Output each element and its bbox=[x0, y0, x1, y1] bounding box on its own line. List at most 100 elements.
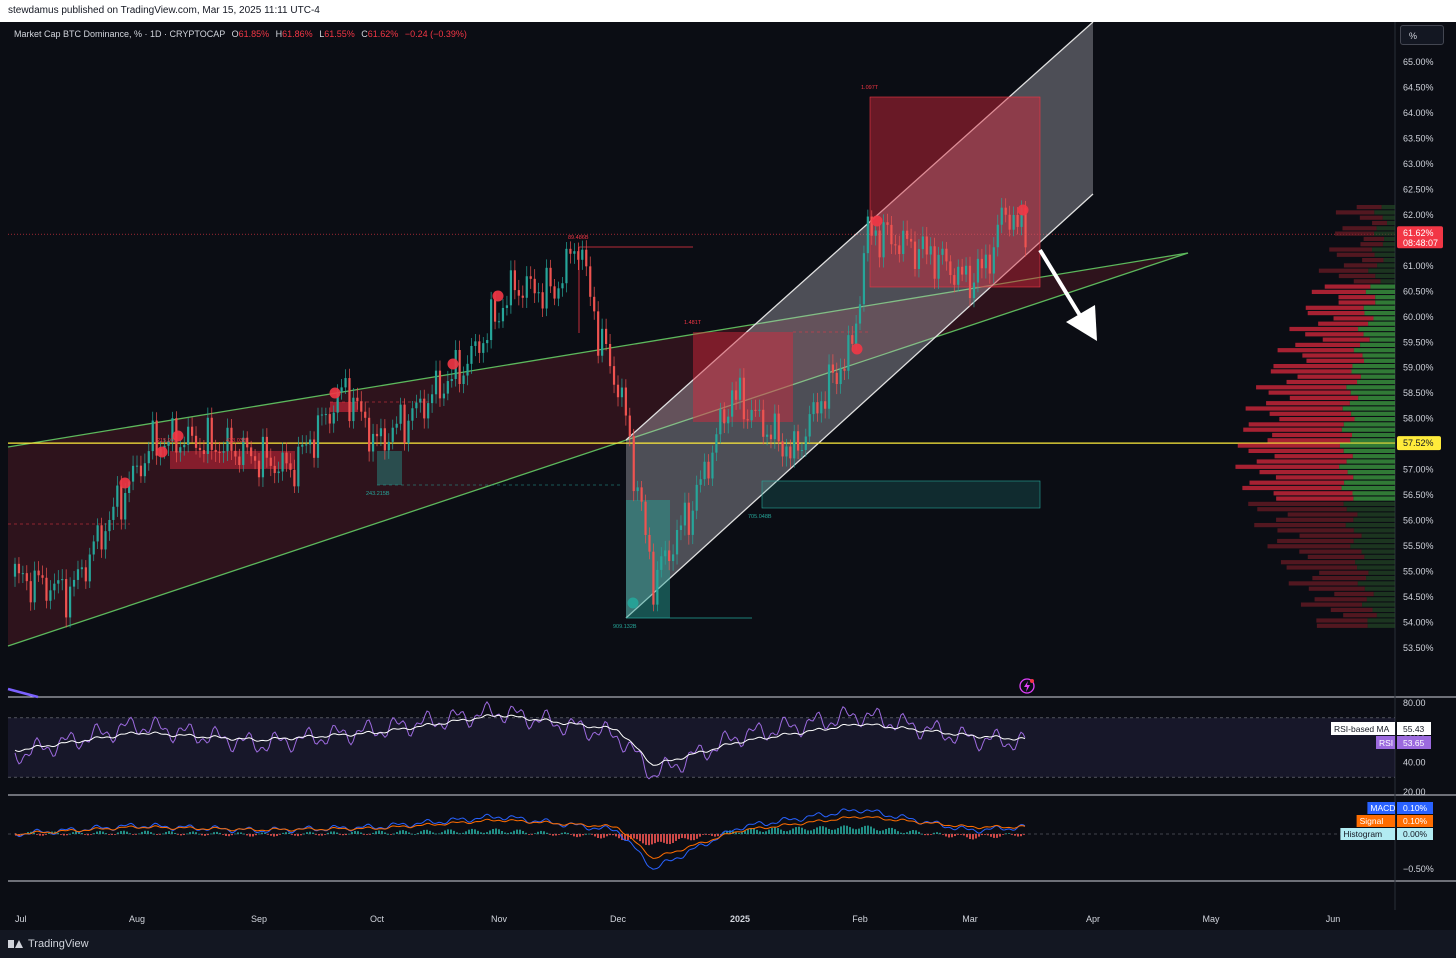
macd-histogram-bar bbox=[138, 833, 140, 835]
candle-body bbox=[1008, 214, 1011, 230]
footer-brand[interactable]: TradingView bbox=[28, 938, 89, 950]
candle-body bbox=[131, 465, 135, 482]
macd-histogram-bar bbox=[291, 834, 293, 835]
candle-body bbox=[557, 288, 560, 299]
macd-histogram-bar bbox=[912, 830, 914, 834]
macd-histogram-bar bbox=[888, 827, 890, 834]
candle-body bbox=[941, 248, 944, 255]
candle-body bbox=[171, 418, 174, 442]
macd-histogram-bar bbox=[705, 834, 707, 835]
candle-body bbox=[202, 450, 206, 454]
macd-histogram-bar bbox=[159, 834, 161, 835]
volume-profile-buy bbox=[1341, 427, 1395, 432]
candle-body bbox=[53, 583, 56, 591]
price-tick-label: 60.00% bbox=[1403, 312, 1434, 322]
candle-body bbox=[84, 567, 87, 582]
candle-body bbox=[293, 469, 296, 487]
candle-body bbox=[493, 299, 497, 322]
macd-histogram-bar bbox=[369, 834, 371, 835]
macd-histogram-bar bbox=[75, 831, 77, 834]
candle-body bbox=[112, 506, 115, 520]
channel-lower-line bbox=[625, 193, 1094, 619]
macd-histogram-bar bbox=[480, 832, 482, 834]
candle-body bbox=[565, 248, 568, 284]
macd-histogram-bar bbox=[336, 832, 338, 834]
candle-body bbox=[804, 436, 807, 450]
candle-body bbox=[187, 426, 190, 445]
candle-body bbox=[878, 230, 881, 258]
macd-histogram-bar bbox=[171, 831, 173, 834]
macd-histogram-bar bbox=[975, 834, 977, 839]
volume-profile-sell bbox=[1363, 236, 1385, 241]
macd-histogram-bar bbox=[936, 832, 938, 834]
symbol-title: Market Cap BTC Dominance, % · 1D · CRYPT… bbox=[14, 29, 226, 39]
candle-body bbox=[553, 286, 556, 299]
chart-canvas[interactable]: 215.91B 433.03B 243.215B 89.486B 1.481T 1.097… bbox=[0, 22, 1456, 930]
macd-histogram-bar bbox=[915, 830, 917, 834]
macd-histogram-bar bbox=[444, 830, 446, 834]
volume-profile-sell bbox=[1248, 448, 1344, 453]
volume-profile-sell bbox=[1360, 242, 1383, 247]
candle-body bbox=[812, 402, 815, 415]
candle-body bbox=[273, 465, 276, 474]
volume-profile-sell bbox=[1372, 220, 1387, 226]
macd-line bbox=[14, 808, 1026, 870]
open-label: O bbox=[231, 29, 239, 39]
macd-histogram-bar bbox=[660, 834, 662, 842]
macd-histogram-bar bbox=[255, 834, 257, 836]
macd-histogram-bar bbox=[237, 832, 239, 834]
rsi-ma-tag bbox=[1331, 722, 1395, 735]
volume-profile-buy bbox=[1343, 448, 1395, 453]
candle-body bbox=[194, 435, 198, 448]
macd-histogram-bar bbox=[282, 832, 284, 834]
macd-histogram-bar bbox=[351, 832, 353, 834]
macd-histogram-bar bbox=[360, 832, 362, 834]
candle-body bbox=[937, 254, 940, 279]
macd-tag bbox=[1356, 815, 1395, 827]
candle-body bbox=[750, 409, 753, 421]
candle-body bbox=[478, 341, 481, 353]
symbol-legend: Market Cap BTC Dominance, % · 1D · CRYPT… bbox=[14, 29, 467, 39]
macd-histogram-bar bbox=[522, 830, 524, 834]
rsi-tick-label: 40.00 bbox=[1403, 757, 1426, 767]
percent-scale-button[interactable]: % bbox=[1400, 25, 1444, 45]
candle-body bbox=[45, 577, 48, 601]
volume-profile-buy bbox=[1369, 337, 1395, 342]
macd-histogram-bar bbox=[996, 834, 998, 838]
signal-dot bbox=[871, 215, 883, 227]
volume-profile-buy bbox=[1343, 501, 1395, 506]
volume-profile-buy bbox=[1351, 369, 1395, 374]
macd-histogram-bar bbox=[933, 832, 935, 834]
macd-histogram-bar bbox=[186, 833, 188, 835]
volume-profile-sell bbox=[1277, 528, 1354, 533]
demand-zone-oct bbox=[377, 451, 402, 485]
macd-histogram-bar bbox=[897, 831, 899, 834]
macd-histogram-bar bbox=[903, 833, 905, 834]
macd-histogram-bar bbox=[426, 829, 428, 834]
volume-profile-buy bbox=[1353, 348, 1395, 353]
candle-body bbox=[808, 414, 811, 437]
macd-histogram-bar bbox=[60, 834, 62, 835]
macd-histogram-bar bbox=[147, 830, 149, 834]
candle-body bbox=[474, 341, 477, 346]
change-value: −0.24 (−0.39%) bbox=[404, 29, 467, 39]
macd-value: 0.10% bbox=[1403, 816, 1428, 826]
macd-histogram-bar bbox=[981, 834, 983, 836]
price-tick-label: 55.00% bbox=[1403, 567, 1434, 577]
macd-histogram-bar bbox=[162, 833, 164, 835]
volume-profile-sell bbox=[1306, 358, 1365, 363]
macd-histogram-bar bbox=[111, 834, 113, 835]
volume-profile-sell bbox=[1316, 618, 1368, 623]
macd-histogram-bar bbox=[525, 832, 527, 834]
candle-body bbox=[525, 276, 528, 298]
macd-histogram-bar bbox=[879, 830, 881, 834]
macd-histogram-bar bbox=[312, 832, 314, 834]
macd-histogram-bar bbox=[189, 832, 191, 834]
macd-histogram-bar bbox=[201, 834, 203, 836]
candle-body bbox=[731, 390, 734, 417]
price-tick-label: 60.50% bbox=[1403, 286, 1434, 296]
macd-histogram-bar bbox=[39, 834, 41, 836]
candle-body bbox=[1000, 207, 1003, 225]
volume-profile-sell bbox=[1277, 538, 1354, 544]
last-price-label: 61.62% bbox=[1403, 228, 1434, 238]
